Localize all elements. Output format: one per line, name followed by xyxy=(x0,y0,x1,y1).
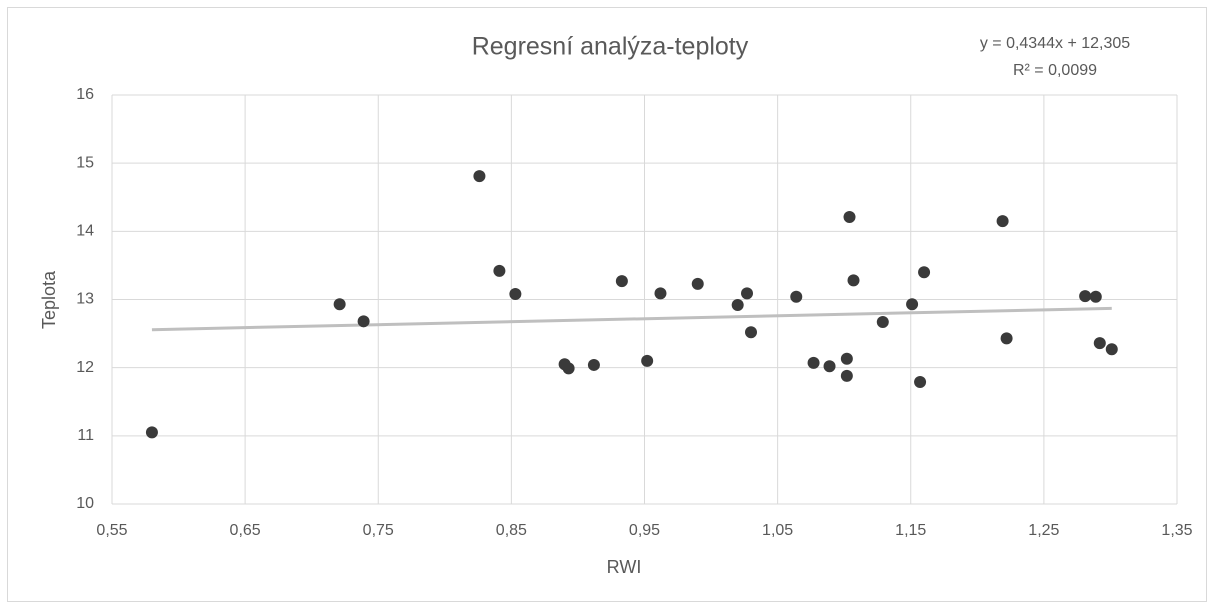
point xyxy=(1105,343,1118,356)
point xyxy=(1079,290,1092,303)
point xyxy=(914,375,927,388)
point xyxy=(473,170,486,183)
chart-border xyxy=(7,7,1207,602)
point xyxy=(562,362,575,375)
x-tick-label: 0,65 xyxy=(230,522,261,539)
point xyxy=(745,326,757,339)
point xyxy=(840,352,853,365)
point xyxy=(906,298,919,311)
point xyxy=(509,288,522,301)
point xyxy=(1089,290,1102,303)
point xyxy=(876,315,889,328)
point xyxy=(847,274,860,287)
y-tick-label: 12 xyxy=(76,359,94,376)
x-tick-label: 1,15 xyxy=(895,522,926,539)
x-axis-title: RWI xyxy=(607,557,642,577)
y-axis-title: Teplota xyxy=(39,270,59,329)
trendline-r2: R² = 0,0099 xyxy=(1013,62,1097,79)
point xyxy=(333,298,346,311)
point xyxy=(641,354,654,367)
x-tick-label: 0,85 xyxy=(496,522,527,539)
chart-title: Regresní analýza-teploty xyxy=(472,33,749,61)
point xyxy=(615,275,628,288)
point xyxy=(587,358,600,371)
x-tick-label: 1,25 xyxy=(1028,522,1059,539)
point xyxy=(741,287,754,300)
point xyxy=(357,315,370,328)
point xyxy=(691,277,704,290)
point xyxy=(493,264,506,277)
point xyxy=(1000,332,1013,345)
x-tick-label: 0,55 xyxy=(96,522,127,539)
y-tick-label: 11 xyxy=(77,427,94,444)
trendline xyxy=(151,306,1112,332)
x-tick-label: 0,75 xyxy=(363,522,394,539)
point xyxy=(996,215,1009,228)
y-tick-label: 14 xyxy=(76,223,94,240)
x-tick-label: 1,05 xyxy=(762,522,793,539)
trendline-equation: y = 0,4344x + 12,305 xyxy=(980,35,1130,52)
point xyxy=(790,290,803,303)
point xyxy=(807,356,820,369)
y-tick-label: 13 xyxy=(76,291,94,308)
point xyxy=(1093,337,1106,350)
point xyxy=(843,211,856,224)
point xyxy=(145,426,158,439)
point xyxy=(918,266,931,279)
point xyxy=(823,360,836,373)
x-tick-label: 1,35 xyxy=(1161,522,1192,539)
point xyxy=(654,287,667,300)
y-tick-label: 15 xyxy=(76,154,94,171)
x-tick-label: 0,95 xyxy=(629,522,660,539)
point xyxy=(840,369,853,382)
y-tick-label: 10 xyxy=(76,495,94,512)
y-tick-label: 16 xyxy=(76,86,94,103)
point xyxy=(731,298,744,311)
